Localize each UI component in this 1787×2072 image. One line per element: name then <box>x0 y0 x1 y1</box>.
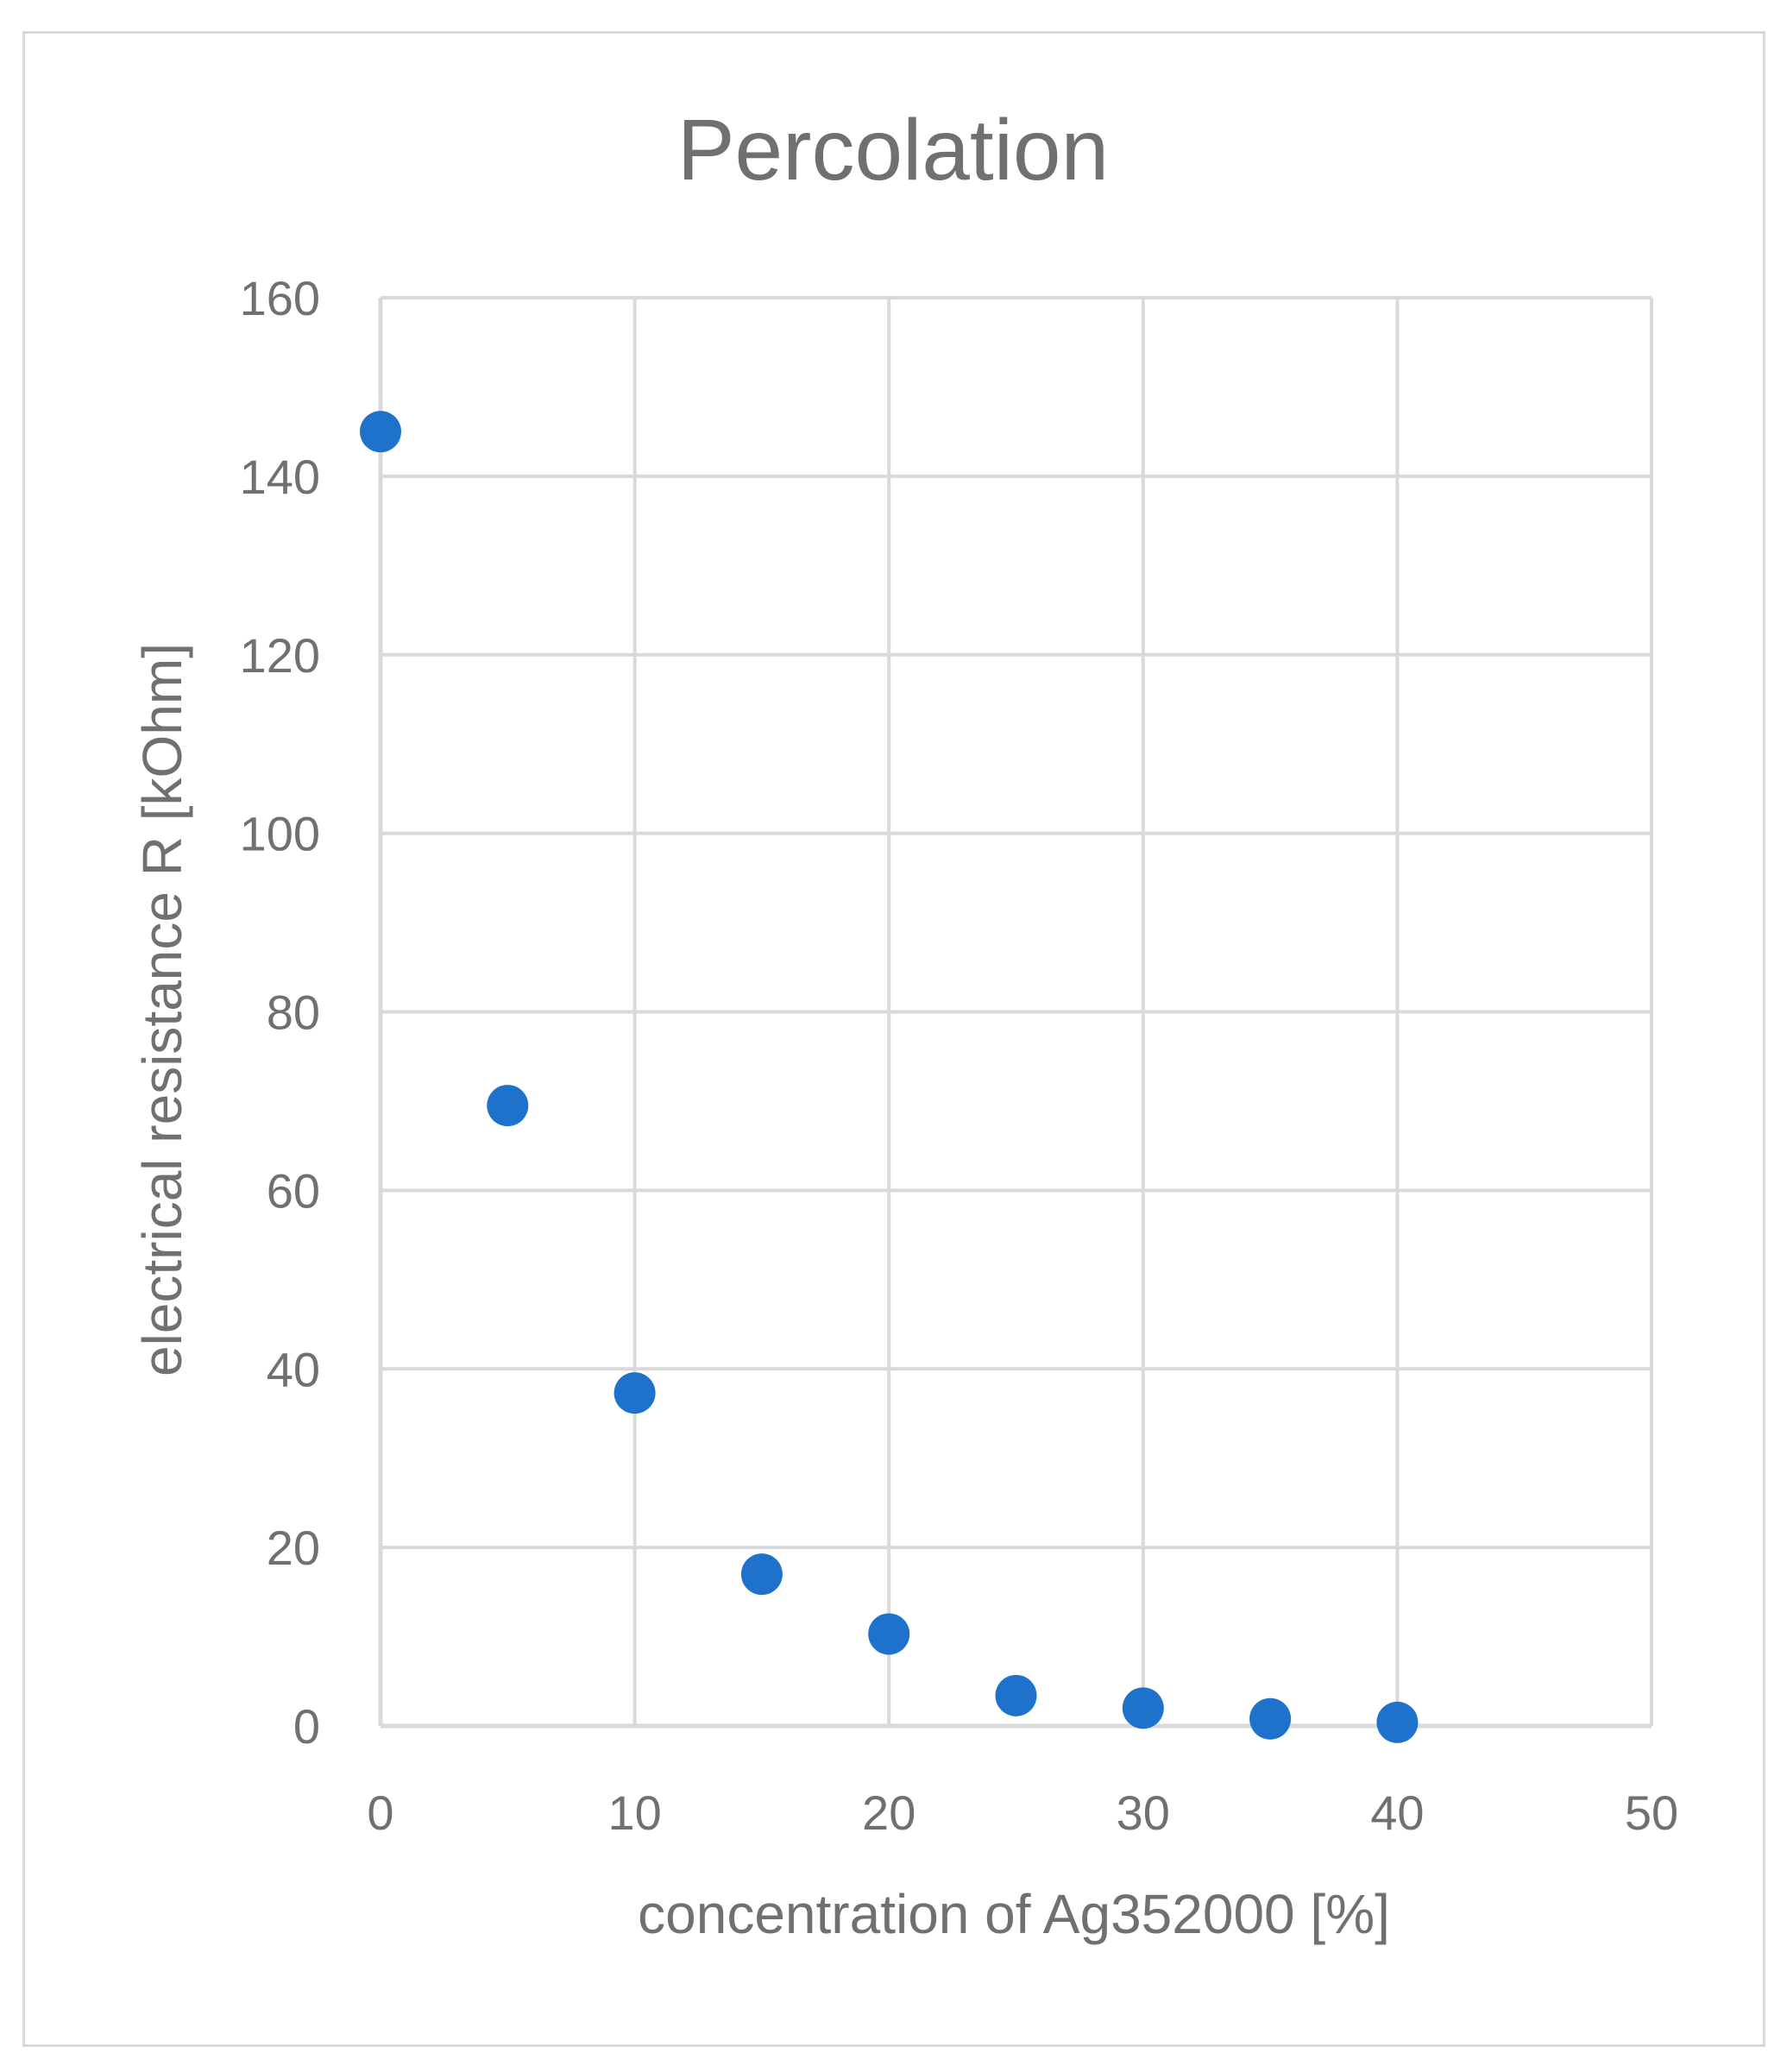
data-point <box>360 411 401 453</box>
y-tick-label: 120 <box>240 628 320 683</box>
data-point <box>1122 1687 1164 1729</box>
y-axis-title: electrical resistance R [kOhm] <box>131 643 193 1376</box>
x-tick-label: 10 <box>607 1785 661 1840</box>
chart-title: Percolation <box>677 102 1109 198</box>
y-tick-label: 20 <box>267 1521 320 1575</box>
data-point <box>995 1674 1037 1716</box>
y-tick-label: 140 <box>240 450 320 504</box>
y-tick-label: 80 <box>267 986 320 1040</box>
axes <box>378 298 1652 1729</box>
x-tick-label: 0 <box>367 1785 393 1840</box>
y-tick-labels: 0 20 40 60 80 100 120 140 160 <box>240 271 320 1754</box>
data-point <box>740 1553 783 1596</box>
y-tick-label: 60 <box>267 1163 320 1218</box>
chart-frame <box>22 31 1765 2047</box>
gridlines <box>379 296 1653 1728</box>
y-tick-label: 40 <box>267 1342 320 1396</box>
x-tick-label: 20 <box>862 1785 916 1840</box>
data-point <box>613 1372 656 1414</box>
x-tick-label: 40 <box>1370 1785 1424 1840</box>
y-tick-label: 160 <box>240 271 320 325</box>
x-tick-label: 50 <box>1625 1785 1678 1840</box>
data-point <box>868 1613 910 1655</box>
x-axis-title: concentration of Ag352000 [%] <box>638 1883 1390 1945</box>
x-tick-labels: 0 10 20 30 40 50 <box>367 1785 1678 1840</box>
x-tick-label: 30 <box>1117 1785 1170 1840</box>
data-point <box>1249 1697 1292 1740</box>
y-tick-label: 100 <box>240 807 320 861</box>
y-tick-label: 0 <box>293 1699 320 1754</box>
data-points <box>360 411 1419 1743</box>
data-point <box>1376 1701 1419 1743</box>
data-point <box>487 1085 529 1127</box>
